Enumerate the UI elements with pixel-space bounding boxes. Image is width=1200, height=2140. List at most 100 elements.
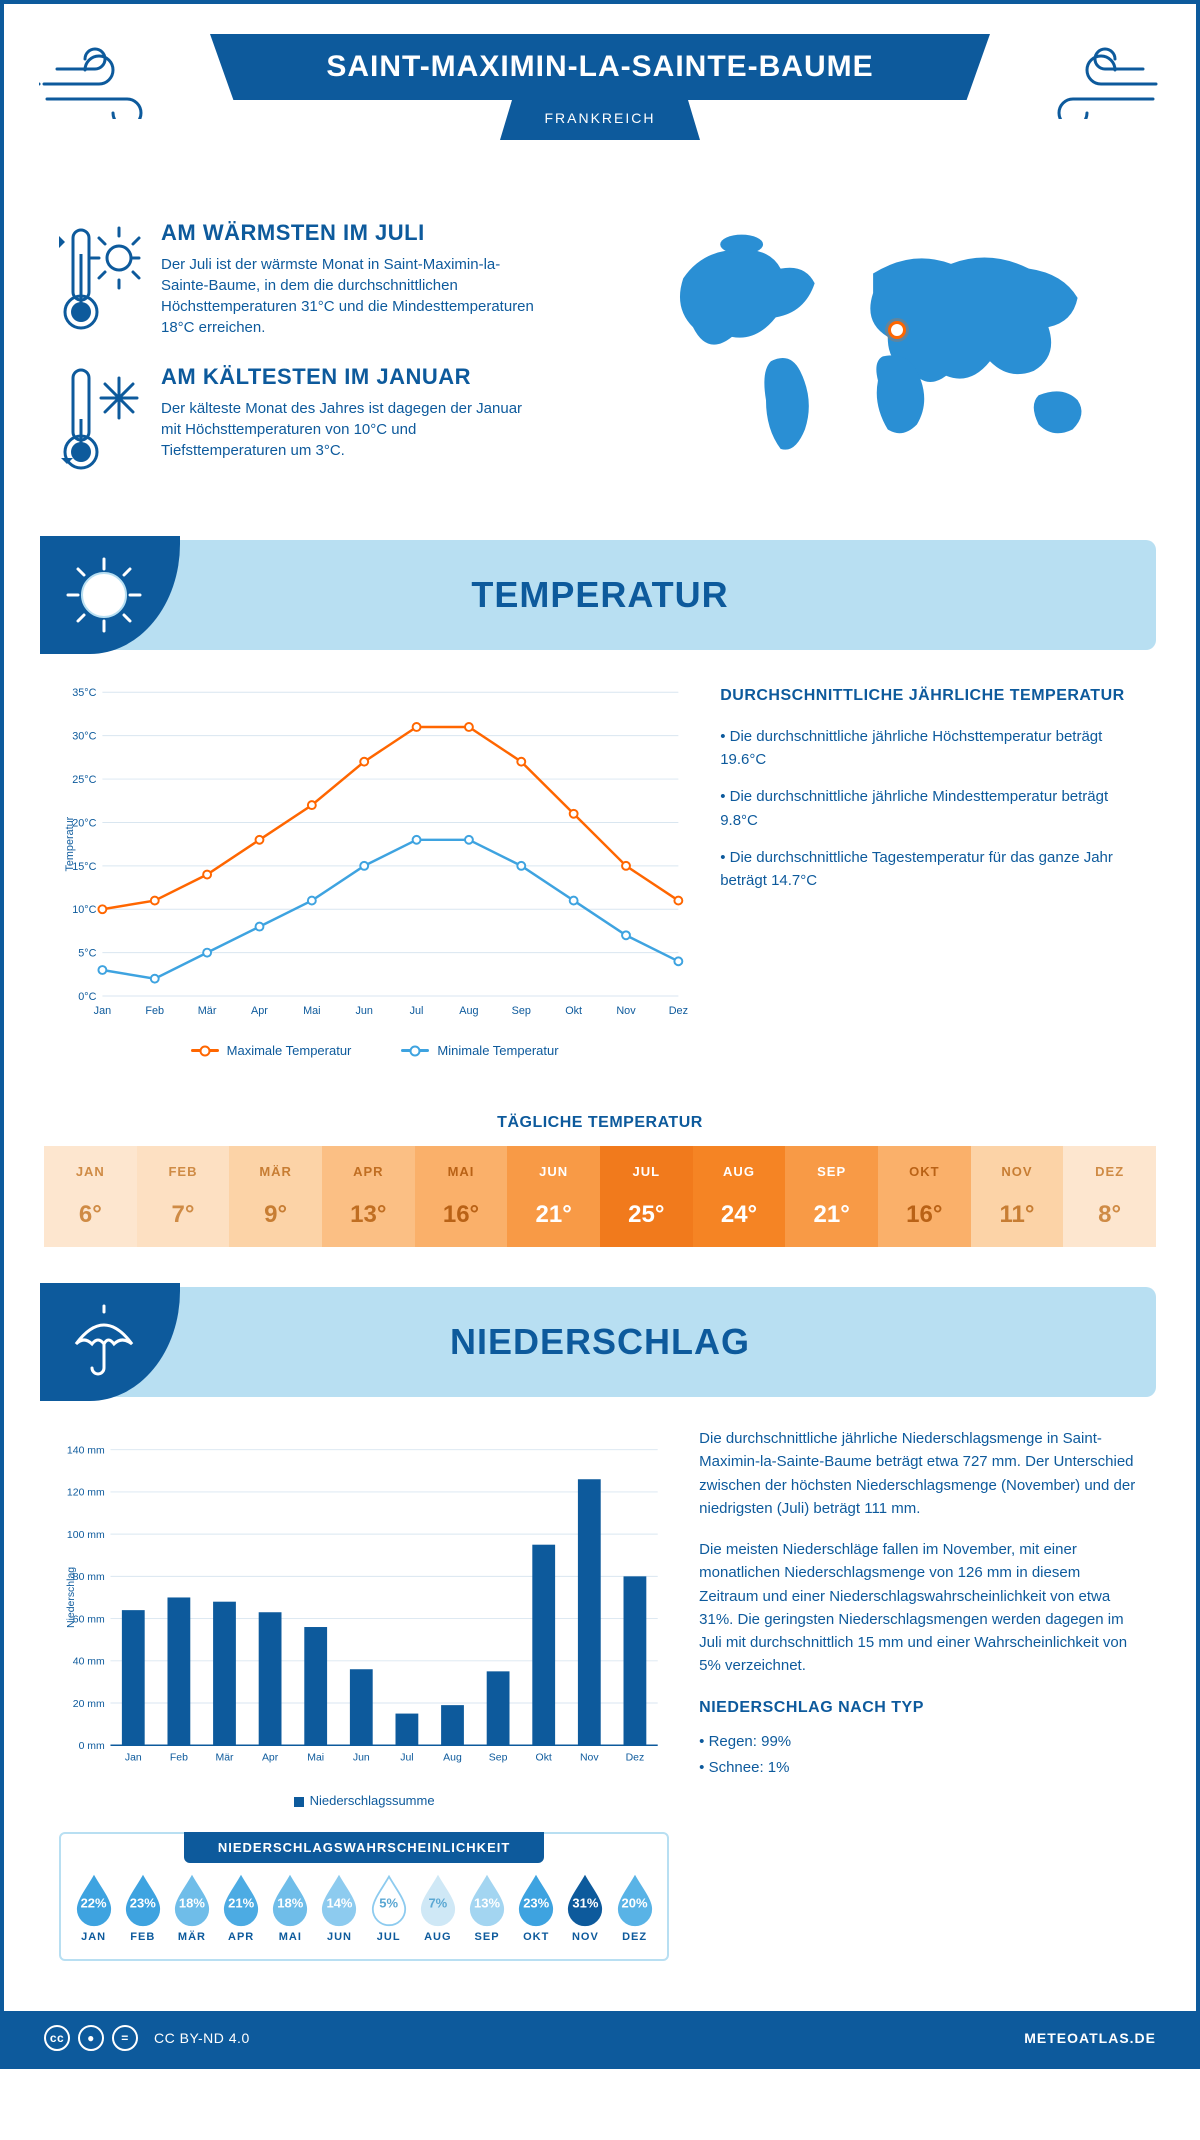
- svg-text:0 mm: 0 mm: [79, 1741, 105, 1752]
- svg-text:120 mm: 120 mm: [67, 1488, 105, 1499]
- svg-text:Aug: Aug: [459, 1005, 478, 1017]
- svg-text:Mai: Mai: [307, 1752, 324, 1763]
- svg-text:15°C: 15°C: [72, 861, 96, 873]
- temperature-body: 0°C5°C10°C15°C20°C25°C30°C35°CJanFebMärA…: [4, 680, 1196, 1088]
- daily-month: MAI: [415, 1156, 508, 1187]
- svg-text:25°C: 25°C: [72, 774, 96, 786]
- svg-text:Jul: Jul: [410, 1005, 424, 1017]
- daily-month: JAN: [44, 1156, 137, 1187]
- prob-month: JUL: [366, 1931, 411, 1943]
- prob-cell: 5% JUL: [366, 1873, 411, 1943]
- raindrop-icon: 7%: [416, 1873, 460, 1927]
- prob-month: JUN: [317, 1931, 362, 1943]
- daily-cell: JUN 21°: [507, 1146, 600, 1247]
- prob-value: 22%: [72, 1895, 116, 1910]
- raindrop-icon: 31%: [563, 1873, 607, 1927]
- precip-type-bullet: • Schnee: 1%: [699, 1756, 1141, 1779]
- svg-text:Feb: Feb: [170, 1752, 188, 1763]
- svg-text:100 mm: 100 mm: [67, 1530, 105, 1541]
- legend-min-label: Minimale Temperatur: [437, 1043, 558, 1058]
- warm-heading: AM WÄRMSTEN IM JULI: [161, 220, 541, 246]
- section-title: NIEDERSCHLAG: [450, 1321, 750, 1363]
- prob-value: 14%: [317, 1895, 361, 1910]
- section-title: TEMPERATUR: [471, 574, 728, 616]
- wind-icon: [39, 29, 169, 119]
- daily-title: TÄGLICHE TEMPERATUR: [4, 1114, 1196, 1132]
- daily-value: 16°: [415, 1187, 508, 1231]
- cold-fact: AM KÄLTESTEN IM JANUAR Der kälteste Mona…: [59, 364, 624, 474]
- temperature-banner: TEMPERATUR: [44, 540, 1156, 650]
- page-title: SAINT-MAXIMIN-LA-SAINTE-BAUME: [210, 34, 990, 100]
- daily-cell: OKT 16°: [878, 1146, 971, 1247]
- raindrop-icon: 18%: [268, 1873, 312, 1927]
- raindrop-icon: 22%: [72, 1873, 116, 1927]
- legend-max-label: Maximale Temperatur: [227, 1043, 352, 1058]
- prob-value: 13%: [465, 1895, 509, 1910]
- svg-text:Jan: Jan: [125, 1752, 142, 1763]
- daily-value: 25°: [600, 1187, 693, 1231]
- prob-cell: 20% DEZ: [612, 1873, 657, 1943]
- prob-cell: 23% OKT: [514, 1873, 559, 1943]
- daily-value: 7°: [137, 1187, 230, 1231]
- daily-month: JUL: [600, 1156, 693, 1187]
- prob-value: 7%: [416, 1895, 460, 1910]
- svg-text:Mär: Mär: [198, 1005, 217, 1017]
- daily-cell: MÄR 9°: [229, 1146, 322, 1247]
- svg-text:40 mm: 40 mm: [73, 1657, 105, 1668]
- thermometer-hot-icon: [59, 220, 143, 338]
- intro-facts: AM WÄRMSTEN IM JULI Der Juli ist der wär…: [59, 220, 624, 500]
- svg-text:Sep: Sep: [512, 1005, 531, 1017]
- precip-type-heading: NIEDERSCHLAG NACH TYP: [699, 1696, 1141, 1721]
- prob-cell: 13% SEP: [464, 1873, 509, 1943]
- svg-text:Okt: Okt: [536, 1752, 552, 1763]
- header: SAINT-MAXIMIN-LA-SAINTE-BAUME FRANKREICH: [4, 4, 1196, 210]
- prob-value: 20%: [613, 1895, 657, 1910]
- legend-min: Minimale Temperatur: [401, 1043, 558, 1058]
- subtitle: FRANKREICH: [500, 100, 700, 140]
- svg-text:Nov: Nov: [616, 1005, 636, 1017]
- prob-cell: 18% MAI: [268, 1873, 313, 1943]
- prob-cell: 21% APR: [219, 1873, 264, 1943]
- precip-p1: Die durchschnittliche jährliche Niedersc…: [699, 1427, 1141, 1520]
- svg-text:60 mm: 60 mm: [73, 1614, 105, 1625]
- temperature-legend: Maximale Temperatur Minimale Temperatur: [59, 1043, 690, 1058]
- prob-month: SEP: [464, 1931, 509, 1943]
- svg-text:0°C: 0°C: [78, 991, 96, 1003]
- daily-month: JUN: [507, 1156, 600, 1187]
- svg-text:35°C: 35°C: [72, 687, 96, 699]
- daily-cell: APR 13°: [322, 1146, 415, 1247]
- license-label: CC BY-ND 4.0: [154, 2030, 250, 2046]
- by-icon: ●: [78, 2025, 104, 2051]
- precipitation-banner: NIEDERSCHLAG: [44, 1287, 1156, 1397]
- daily-value: 8°: [1063, 1187, 1156, 1231]
- svg-text:Aug: Aug: [443, 1752, 462, 1763]
- prob-month: FEB: [120, 1931, 165, 1943]
- precip-legend: Niederschlagssumme: [59, 1793, 669, 1808]
- svg-text:Mai: Mai: [303, 1005, 320, 1017]
- umbrella-icon: [40, 1283, 180, 1401]
- temperature-line-chart: 0°C5°C10°C15°C20°C25°C30°C35°CJanFebMärA…: [59, 680, 690, 1030]
- prob-cell: 18% MÄR: [169, 1873, 214, 1943]
- daily-value: 11°: [971, 1187, 1064, 1231]
- raindrop-icon: 21%: [219, 1873, 263, 1927]
- probability-drops: 22% JAN 23% FEB 18% MÄR 21% APR: [61, 1873, 667, 1949]
- raindrop-icon: 23%: [514, 1873, 558, 1927]
- warm-text: Der Juli ist der wärmste Monat in Saint-…: [161, 254, 541, 338]
- temperature-text: DURCHSCHNITTLICHE JÄHRLICHE TEMPERATUR •…: [720, 680, 1141, 1058]
- prob-value: 5%: [367, 1895, 411, 1910]
- precip-p2: Die meisten Niederschläge fallen im Nove…: [699, 1538, 1141, 1678]
- prob-value: 18%: [170, 1895, 214, 1910]
- daily-value: 24°: [693, 1187, 786, 1231]
- precipitation-bar-chart: 0 mm 20 mm 40 mm 60 mm 80 mm 100 mm 120 mm 140 …: [59, 1427, 669, 1787]
- prob-month: JAN: [71, 1931, 116, 1943]
- daily-cell: JAN 6°: [44, 1146, 137, 1247]
- daily-cell: DEZ 8°: [1063, 1146, 1156, 1247]
- svg-text:80 mm: 80 mm: [73, 1572, 105, 1583]
- daily-month: NOV: [971, 1156, 1064, 1187]
- svg-text:140 mm: 140 mm: [67, 1446, 105, 1457]
- prob-month: APR: [219, 1931, 264, 1943]
- svg-text:Feb: Feb: [145, 1005, 164, 1017]
- raindrop-icon: 14%: [317, 1873, 361, 1927]
- svg-text:20 mm: 20 mm: [73, 1699, 105, 1710]
- svg-text:20°C: 20°C: [72, 817, 96, 829]
